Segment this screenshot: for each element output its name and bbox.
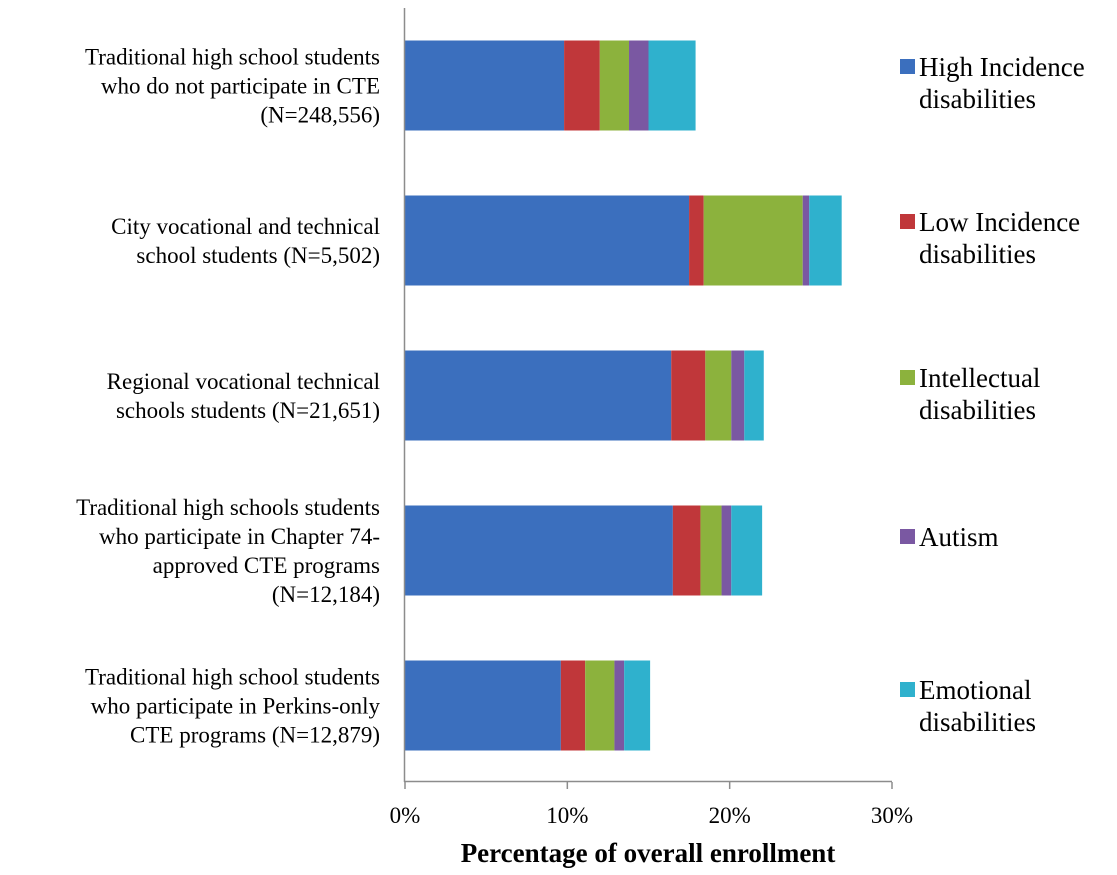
x-tick-label: 10% <box>546 803 588 828</box>
x-axis-title: Percentage of overall enrollment <box>461 838 836 868</box>
category-label-line: CTE programs (N=12,879) <box>130 723 380 748</box>
legend-label-line: High Incidence <box>919 52 1085 82</box>
category-label-4: Traditional high schools students who par… <box>76 495 380 607</box>
category-label-line: schools students (N=21,651) <box>116 398 380 423</box>
category-label-line: (N=248,556) <box>260 103 380 128</box>
legend-label-line: Emotional <box>919 675 1031 705</box>
bar-segment-3-series-1 <box>405 350 672 441</box>
category-labels: Traditional high school students who do n… <box>76 45 380 748</box>
bar-segment-1-series-5 <box>648 40 696 131</box>
legend-label-3: Intellectual disabilities <box>919 363 1040 425</box>
legend-swatch-5 <box>900 682 915 697</box>
category-label-line: who participate in Perkins-only <box>91 694 381 719</box>
category-label-1: Traditional high school students who do n… <box>85 45 380 128</box>
legend-swatch-3 <box>900 370 915 385</box>
bar-segment-1-series-2 <box>564 40 600 131</box>
legend-label-line: Intellectual <box>919 363 1040 393</box>
bar-segment-4-series-2 <box>672 505 701 596</box>
category-label-line: Traditional high schools students <box>76 495 380 520</box>
bar-segment-1-series-1 <box>405 40 565 131</box>
legend-swatch-1 <box>900 59 915 74</box>
bar-segment-2-series-5 <box>809 195 842 286</box>
category-label-line: who do not participate in CTE <box>101 74 380 99</box>
bar-segment-5-series-3 <box>585 660 615 751</box>
bar-segment-5-series-5 <box>624 660 651 751</box>
legend-label-4: Autism <box>919 522 999 552</box>
legend-label-line: disabilities <box>919 84 1036 114</box>
bar-segment-2-series-4 <box>802 195 810 286</box>
bar-segment-5-series-2 <box>560 660 586 751</box>
legend-label-1: High Incidence disabilities <box>919 52 1085 114</box>
bar-segment-1-series-3 <box>599 40 630 131</box>
category-label-2: City vocational and technical school stud… <box>111 214 380 268</box>
x-tick-label: 30% <box>871 803 913 828</box>
bar-segment-4-series-3 <box>700 505 722 596</box>
bar-segment-3-series-4 <box>731 350 745 441</box>
x-ticks: 0% 10% 20% 30% <box>390 782 913 828</box>
bar-segment-3-series-3 <box>705 350 732 441</box>
bar-segment-2-series-2 <box>689 195 704 286</box>
category-label-line: (N=12,184) <box>272 582 380 607</box>
legend-swatch-4 <box>900 529 915 544</box>
category-label-line: who participate in Chapter 74- <box>99 524 380 549</box>
category-label-line: Traditional high school students <box>85 45 380 70</box>
bars-layer <box>405 40 842 751</box>
bar-segment-2-series-1 <box>405 195 690 286</box>
legend-swatch-2 <box>900 214 915 229</box>
category-label-line: City vocational and technical <box>111 214 380 239</box>
legend-label-line: disabilities <box>919 707 1036 737</box>
legend-label-line: Autism <box>919 522 999 552</box>
legend-label-2: Low Incidence disabilities <box>919 207 1080 269</box>
category-label-3: Regional vocational technical schools stu… <box>107 369 380 423</box>
category-label-line: school students (N=5,502) <box>136 243 380 268</box>
x-tick-label: 0% <box>390 803 421 828</box>
legend-label-line: disabilities <box>919 239 1036 269</box>
legend-label-5: Emotional disabilities <box>919 675 1036 737</box>
legend-label-line: Low Incidence <box>919 207 1080 237</box>
bar-segment-4-series-4 <box>721 505 732 596</box>
bar-segment-4-series-5 <box>731 505 763 596</box>
bar-segment-1-series-4 <box>629 40 649 131</box>
bar-segment-4-series-1 <box>405 505 673 596</box>
bar-segment-5-series-4 <box>614 660 625 751</box>
bar-segment-5-series-1 <box>405 660 561 751</box>
category-label-line: Traditional high school students <box>85 665 380 690</box>
bar-segment-3-series-5 <box>744 350 764 441</box>
category-label-line: approved CTE programs <box>153 553 380 578</box>
category-label-5: Traditional high school students who part… <box>85 665 380 748</box>
x-tick-label: 20% <box>709 803 751 828</box>
category-label-line: Regional vocational technical <box>107 369 380 394</box>
legend-label-line: disabilities <box>919 395 1036 425</box>
bar-segment-2-series-3 <box>703 195 803 286</box>
bar-segment-3-series-2 <box>671 350 706 441</box>
